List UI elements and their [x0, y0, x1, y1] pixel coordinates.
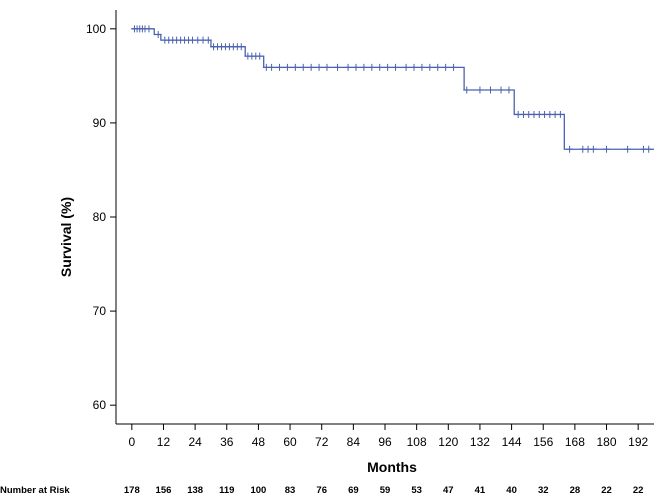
censor-mark	[450, 63, 458, 71]
censor-marks-group	[130, 25, 653, 153]
censor-mark	[505, 86, 513, 94]
risk-table-value: 32	[538, 485, 549, 496]
x-tick-label: 156	[533, 435, 553, 449]
x-tick-label: 72	[315, 435, 329, 449]
censor-mark	[589, 145, 597, 153]
censor-mark	[334, 63, 342, 71]
censor-mark	[283, 63, 291, 71]
censor-mark	[486, 86, 494, 94]
censor-mark	[426, 63, 434, 71]
censor-mark	[237, 43, 245, 51]
x-tick-label: 180	[597, 435, 617, 449]
y-tick-label: 90	[93, 116, 107, 130]
x-tick-label: 120	[438, 435, 458, 449]
risk-table-value: 156	[156, 485, 172, 496]
censor-mark	[384, 63, 392, 71]
censor-mark	[268, 63, 276, 71]
risk-table-value: 47	[443, 485, 454, 496]
y-tick-label: 60	[93, 398, 107, 412]
risk-table-value: 41	[475, 485, 486, 496]
censor-mark	[145, 25, 153, 33]
censor-mark	[566, 145, 574, 153]
x-tick-label: 168	[565, 435, 585, 449]
censor-mark	[645, 145, 653, 153]
censor-mark	[276, 63, 284, 71]
axis-labels-group: Months Survival (%)	[58, 197, 417, 475]
risk-table-value: 119	[219, 485, 234, 496]
censor-mark	[418, 63, 426, 71]
x-axis-title: Months	[367, 459, 417, 475]
censor-mark	[299, 63, 307, 71]
censor-mark	[204, 36, 212, 44]
censor-mark	[315, 63, 323, 71]
censor-mark	[392, 63, 400, 71]
risk-table-value: 59	[380, 485, 391, 496]
x-tick-label: 108	[407, 435, 427, 449]
x-tick-label: 144	[502, 435, 522, 449]
x-tick-label: 84	[347, 435, 361, 449]
risk-table-value: 83	[285, 485, 296, 496]
censor-mark	[603, 145, 611, 153]
x-tick-label: 36	[220, 435, 234, 449]
censor-mark	[307, 63, 315, 71]
censor-mark	[434, 63, 442, 71]
x-tick-label: 96	[378, 435, 392, 449]
axes: 60 70 80 90 100 0 12 24 36 48 60 72 84 96 108 120 132 144…	[86, 10, 654, 449]
censor-mark	[368, 63, 376, 71]
risk-table: Number at Risk 178 156 138 119 100 83 76 69 59 53…	[0, 485, 643, 496]
risk-table-value: 76	[316, 485, 327, 496]
censor-mark	[410, 63, 418, 71]
censor-mark	[497, 86, 505, 94]
y-axis-title: Survival (%)	[58, 197, 74, 277]
censor-mark	[154, 30, 162, 38]
risk-table-value: 53	[411, 485, 422, 496]
x-tick-label: 192	[628, 435, 648, 449]
censor-mark	[352, 63, 360, 71]
risk-table-value: 22	[601, 485, 612, 496]
risk-table-value: 69	[348, 485, 359, 496]
censor-mark	[463, 86, 471, 94]
censor-mark	[291, 63, 299, 71]
risk-table-value: 22	[633, 485, 644, 496]
risk-table-value: 28	[570, 485, 581, 496]
x-tick-label: 132	[470, 435, 490, 449]
x-tick-label: 0	[128, 435, 135, 449]
x-tick-label: 48	[252, 435, 266, 449]
censor-mark	[624, 145, 632, 153]
censor-mark	[476, 86, 484, 94]
risk-table-label: Number at Risk	[0, 485, 70, 496]
censor-mark	[402, 63, 410, 71]
censor-mark	[360, 63, 368, 71]
censor-mark	[323, 63, 331, 71]
risk-table-value: 178	[124, 485, 140, 496]
risk-table-value: 100	[250, 485, 266, 496]
censor-mark	[556, 110, 564, 118]
censor-mark	[442, 63, 450, 71]
y-tick-label: 70	[93, 304, 107, 318]
x-tick-label: 60	[283, 435, 297, 449]
censor-mark	[376, 63, 384, 71]
censor-mark	[256, 52, 264, 60]
risk-table-value: 40	[506, 485, 517, 496]
y-tick-label: 80	[93, 210, 107, 224]
x-tick-label: 24	[188, 435, 202, 449]
risk-table-value: 138	[187, 485, 203, 496]
censor-mark	[344, 63, 352, 71]
y-tick-label: 100	[86, 22, 106, 36]
x-tick-label: 12	[157, 435, 171, 449]
